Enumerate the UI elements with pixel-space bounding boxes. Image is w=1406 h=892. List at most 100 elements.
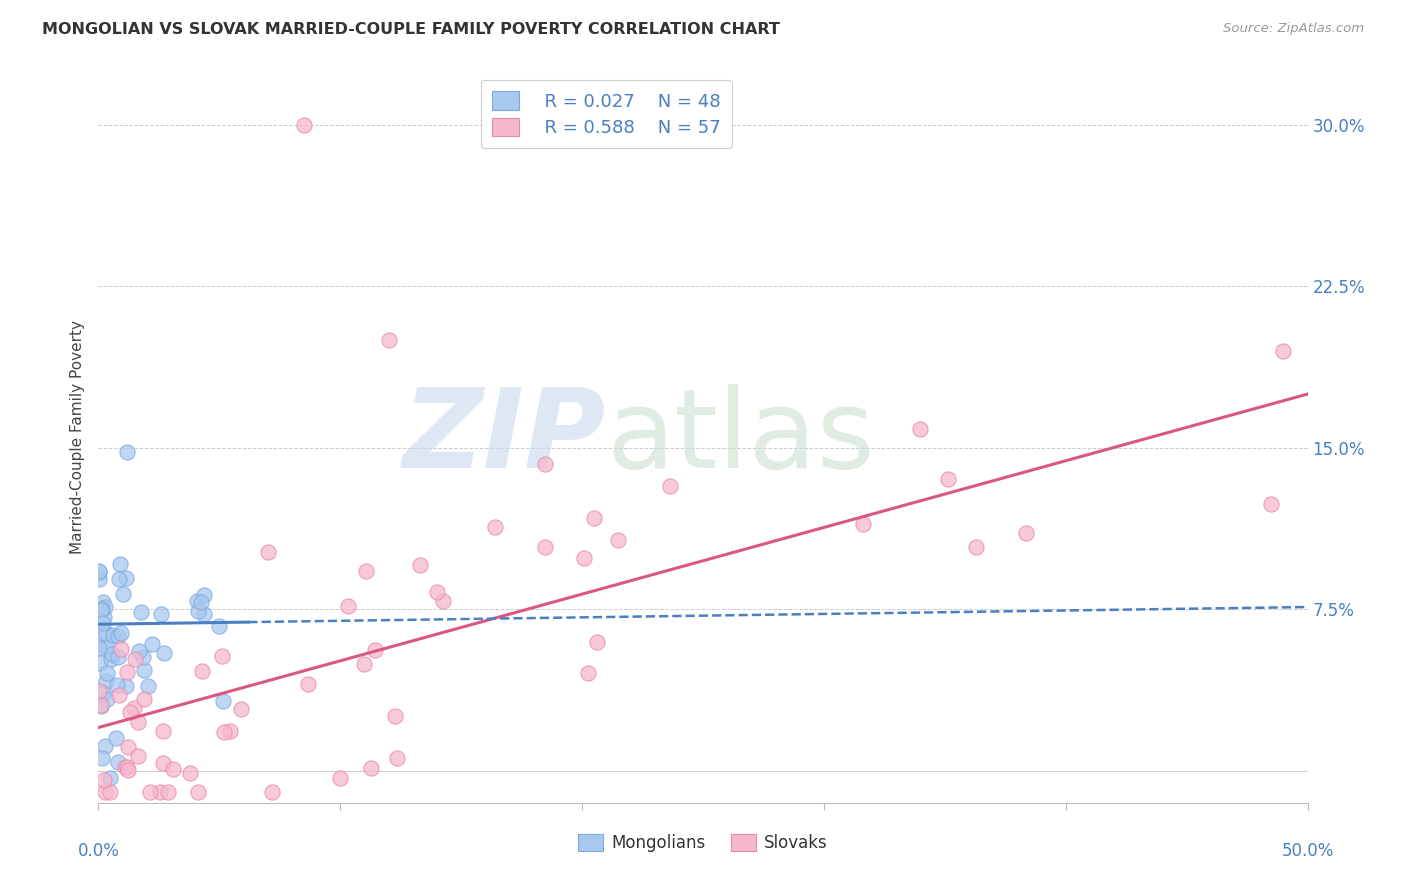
Y-axis label: Married-Couple Family Poverty: Married-Couple Family Poverty	[70, 320, 86, 554]
Point	[98, 771, 121, 785]
Point	[191, 664, 214, 678]
Point	[110, 641, 132, 656]
Point	[212, 694, 235, 708]
Point	[384, 708, 406, 723]
Point	[117, 739, 139, 754]
Point	[132, 649, 155, 664]
Point	[120, 705, 142, 719]
Point	[87, 683, 110, 698]
Point	[104, 731, 127, 745]
Point	[852, 516, 875, 531]
Point	[91, 625, 114, 640]
Point	[354, 565, 377, 579]
Point	[90, 603, 112, 617]
Text: 0.0%: 0.0%	[77, 841, 120, 860]
Point	[1272, 343, 1295, 358]
Point	[136, 680, 159, 694]
Point	[100, 652, 122, 666]
Point	[91, 601, 114, 615]
Point	[107, 755, 129, 769]
Point	[89, 572, 111, 586]
Point	[190, 595, 212, 609]
Point	[262, 785, 284, 799]
Point	[329, 771, 352, 785]
Point	[193, 588, 215, 602]
Point	[187, 785, 209, 799]
Point	[360, 761, 382, 775]
Point	[101, 628, 124, 642]
Point	[484, 520, 506, 534]
Point	[90, 698, 112, 713]
Point	[186, 594, 208, 608]
Point	[139, 785, 162, 799]
Point	[96, 691, 118, 706]
Point	[583, 511, 606, 525]
Point	[127, 748, 149, 763]
Point	[132, 664, 155, 678]
Point	[336, 599, 359, 614]
Point	[229, 702, 252, 716]
Point	[101, 647, 124, 661]
Point	[129, 605, 152, 619]
Point	[94, 640, 117, 654]
Point	[212, 724, 235, 739]
Point	[107, 688, 129, 702]
Point	[377, 333, 399, 347]
Point	[91, 686, 114, 700]
Point	[107, 572, 129, 586]
Point	[110, 625, 132, 640]
Point	[87, 564, 110, 578]
Point	[1260, 497, 1282, 511]
Point	[105, 678, 128, 692]
Point	[432, 594, 454, 608]
Point	[141, 637, 163, 651]
Point	[114, 679, 136, 693]
Point	[96, 625, 118, 640]
Point	[115, 760, 138, 774]
Point	[117, 763, 139, 777]
Point	[152, 723, 174, 738]
Point	[353, 657, 375, 671]
Point	[90, 698, 112, 713]
Text: atlas: atlas	[606, 384, 875, 491]
Point	[965, 540, 987, 554]
Point	[193, 607, 215, 621]
Point	[96, 666, 118, 681]
Point	[387, 751, 409, 765]
Text: 50.0%: 50.0%	[1281, 841, 1334, 860]
Legend: Mongolians, Slovaks: Mongolians, Slovaks	[569, 825, 837, 860]
Point	[153, 646, 176, 660]
Point	[586, 635, 609, 649]
Point	[98, 785, 121, 799]
Point	[936, 472, 959, 486]
Point	[211, 648, 233, 663]
Point	[157, 785, 180, 799]
Point	[93, 610, 115, 624]
Point	[534, 458, 557, 472]
Point	[409, 558, 432, 572]
Point	[607, 533, 630, 548]
Point	[208, 619, 231, 633]
Point	[576, 666, 599, 681]
Point	[534, 541, 557, 555]
Point	[127, 715, 149, 730]
Point	[364, 643, 387, 657]
Point	[257, 544, 280, 558]
Point	[91, 616, 114, 631]
Text: ZIP: ZIP	[402, 384, 606, 491]
Point	[122, 701, 145, 715]
Point	[187, 604, 209, 618]
Point	[426, 585, 449, 599]
Text: Source: ZipAtlas.com: Source: ZipAtlas.com	[1223, 22, 1364, 36]
Point	[107, 629, 129, 643]
Point	[572, 550, 595, 565]
Point	[218, 724, 240, 739]
Point	[89, 656, 111, 670]
Text: MONGOLIAN VS SLOVAK MARRIED-COUPLE FAMILY POVERTY CORRELATION CHART: MONGOLIAN VS SLOVAK MARRIED-COUPLE FAMIL…	[42, 22, 780, 37]
Point	[87, 566, 110, 580]
Point	[91, 595, 114, 609]
Point	[179, 766, 201, 780]
Point	[87, 640, 110, 655]
Point	[115, 571, 138, 585]
Point	[132, 692, 155, 706]
